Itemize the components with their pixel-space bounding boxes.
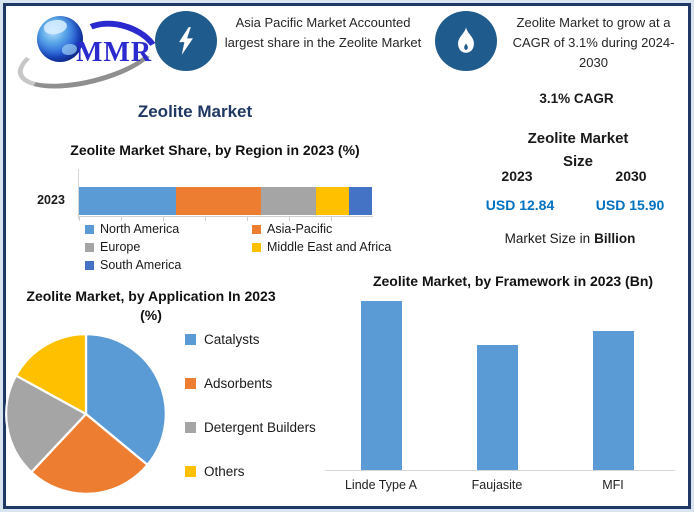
region-category-label: 2023: [37, 193, 65, 207]
region-segment-south-america: [348, 187, 372, 215]
pie-legend-item-catalysts: Catalysts: [185, 332, 316, 347]
application-pie-legend: Catalysts Adsorbents Detergent Builders Oth…: [185, 332, 316, 479]
region-chart-title: Zeolite Market Share, by Region in 2023 …: [70, 142, 360, 158]
market-size-heading-line2: Size: [562, 153, 593, 170]
market-size-footnote: Market Size in Billion: [475, 231, 665, 246]
region-legend-item-europe: Europe: [85, 240, 252, 254]
application-pie-chart: [5, 333, 167, 495]
framework-bar-label: Linde Type A: [344, 478, 418, 492]
pie-legend-item-adsorbents: Adsorbents: [185, 376, 316, 391]
framework-bar-label: Faujasite: [471, 478, 523, 492]
region-segment-middle-east-and-africa: [316, 187, 349, 215]
pie-legend-item-detergent-builders: Detergent Builders: [185, 420, 316, 435]
legend-label: Asia-Pacific: [267, 222, 333, 236]
application-pie-title: Zeolite Market, by Application In 2023 (…: [26, 288, 276, 323]
header-callout-left: Asia Pacific Market Accounted largest sh…: [224, 15, 422, 50]
legend-label: Others: [204, 464, 245, 479]
pie-slice-others: [14, 333, 88, 416]
region-y-axis: [78, 169, 79, 219]
legend-swatch: [85, 260, 94, 270]
market-value-end: USD 15.90: [595, 197, 665, 213]
framework-column-mfi: MFI: [558, 300, 668, 492]
lightning-bolt-icon: [155, 11, 217, 71]
cagr-label: 3.1% CAGR: [539, 91, 614, 106]
legend-swatch: [252, 242, 261, 252]
page-title: Zeolite Market: [137, 102, 253, 121]
legend-swatch: [85, 224, 94, 234]
legend-label: South America: [100, 258, 182, 272]
legend-swatch: [252, 224, 261, 234]
framework-bar-linde-type-a: [360, 301, 402, 470]
framework-chart-title: Zeolite Market, by Framework in 2023 (Bn…: [372, 273, 654, 289]
legend-label: Catalysts: [204, 332, 260, 347]
region-segment-europe: [260, 187, 317, 215]
market-value-start: USD 12.84: [485, 197, 555, 213]
region-legend-item-north-america: North America: [85, 222, 252, 236]
mmr-logo: MMR: [10, 6, 169, 101]
market-size-heading-line1: Zeolite Market: [527, 130, 629, 147]
footnote-unit: Billion: [594, 231, 636, 246]
legend-label: Europe: [100, 240, 141, 254]
pie-slice-detergent-builders: [5, 374, 88, 474]
framework-bar-label: MFI: [602, 478, 624, 492]
mmr-wordmark: MMR: [76, 37, 153, 68]
pie-slice-catalysts: [84, 333, 167, 466]
region-stacked-bar: [79, 187, 372, 215]
globe-icon: [37, 16, 83, 62]
region-segment-north-america: [79, 187, 176, 215]
framework-column-faujasite: Faujasite: [442, 300, 552, 492]
flame-glyph: [458, 27, 474, 53]
pie-slice-adsorbents: [30, 412, 149, 495]
year-end-label: 2030: [615, 168, 647, 184]
legend-swatch: [85, 242, 94, 252]
legend-swatch: [185, 334, 196, 345]
region-legend: North America Asia-Pacific Europe Middle Ea…: [85, 222, 391, 272]
region-x-axis: [79, 216, 373, 221]
legend-label: Detergent Builders: [204, 420, 316, 435]
framework-column-linde-type-a: Linde Type A: [326, 300, 436, 492]
lightning-bolt-glyph: [179, 27, 193, 55]
region-legend-item-south-america: South America: [85, 258, 252, 272]
region-segment-asia-pacific: [175, 187, 261, 215]
footnote-prefix: Market Size in: [504, 231, 591, 246]
framework-bar-faujasite: [476, 345, 518, 470]
legend-swatch: [185, 422, 196, 433]
framework-bar-mfi: [592, 331, 634, 470]
legend-swatch: [185, 466, 196, 477]
framework-bars: Linde Type A Faujasite MFI: [326, 300, 668, 492]
framework-x-axis: [325, 470, 675, 471]
region-legend-item-middle-east-and-africa: Middle East and Africa: [252, 240, 391, 254]
flame-icon: [435, 11, 497, 71]
year-start-label: 2023: [501, 168, 533, 184]
pie-legend-item-others: Others: [185, 464, 316, 479]
legend-label: Adsorbents: [204, 376, 273, 391]
legend-swatch: [185, 378, 196, 389]
legend-label: North America: [100, 222, 180, 236]
legend-label: Middle East and Africa: [267, 240, 392, 254]
market-size-heading: Zeolite Market Size: [483, 127, 673, 173]
header-callout-right: Zeolite Market to grow at a CAGR of 3.1%…: [512, 15, 675, 70]
region-legend-item-asia-pacific: Asia-Pacific: [252, 222, 391, 236]
